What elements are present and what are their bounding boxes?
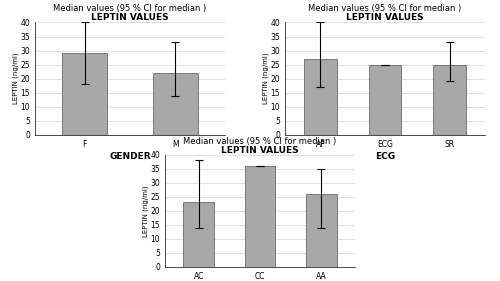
Bar <box>152 73 198 135</box>
Bar <box>304 59 336 135</box>
Bar <box>184 202 214 267</box>
Y-axis label: LEPTIN (ng/ml): LEPTIN (ng/ml) <box>262 53 269 105</box>
Text: Median values (95 % CI for median ): Median values (95 % CI for median ) <box>308 4 462 13</box>
Bar <box>369 65 401 135</box>
Bar <box>306 194 336 267</box>
Y-axis label: LEPTIN (ng/ml): LEPTIN (ng/ml) <box>142 185 149 237</box>
Title: LEPTIN VALUES: LEPTIN VALUES <box>221 146 299 155</box>
Bar <box>434 65 466 135</box>
Title: LEPTIN VALUES: LEPTIN VALUES <box>91 13 169 22</box>
Y-axis label: LEPTIN (ng/ml): LEPTIN (ng/ml) <box>12 53 19 105</box>
Text: Median values (95 % CI for median ): Median values (95 % CI for median ) <box>54 4 206 13</box>
Text: Median values (95 % CI for median ): Median values (95 % CI for median ) <box>184 137 336 146</box>
X-axis label: GENDER: GENDER <box>109 151 151 160</box>
Bar <box>244 166 276 267</box>
Bar <box>62 53 108 135</box>
X-axis label: ECG: ECG <box>375 151 395 160</box>
Title: LEPTIN VALUES: LEPTIN VALUES <box>346 13 424 22</box>
